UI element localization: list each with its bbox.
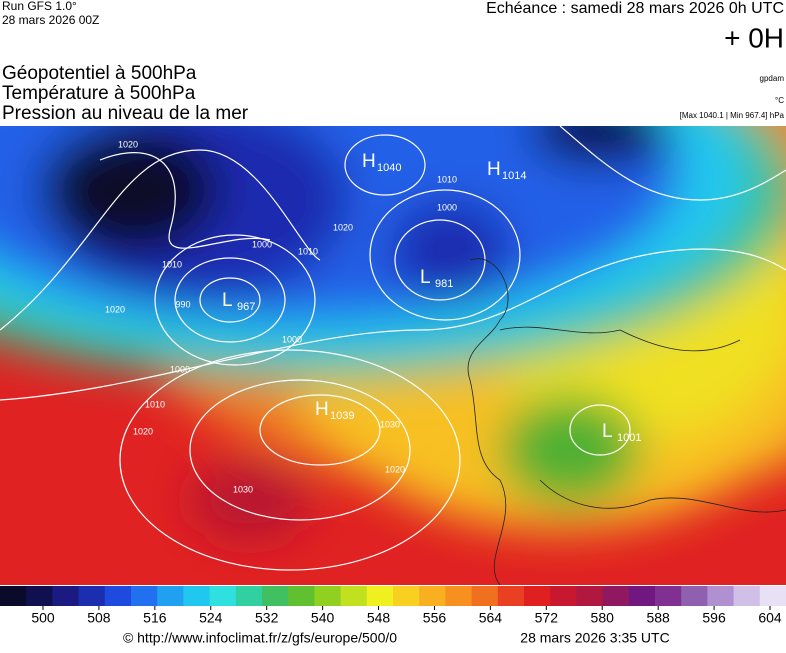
colorbar-swatch (26, 586, 53, 606)
pressure-center-letter: H (315, 399, 329, 420)
colorbar-swatch (52, 586, 80, 606)
isobars (0, 126, 786, 571)
field-title: Pression au niveau de la mer (2, 103, 249, 124)
colorbar-swatch (393, 586, 420, 606)
field-title: Géopotentiel à 500hPa (2, 63, 197, 84)
colorbar-tick-label: 596 (702, 610, 726, 626)
isobar-label: 1000 (170, 364, 190, 374)
isobar-label: 1010 (145, 399, 165, 409)
unit-label: °C (775, 96, 784, 105)
pressure-center-value: 1001 (617, 432, 641, 444)
isobar-label: 1020 (385, 464, 405, 474)
colorbar-swatch (707, 586, 735, 606)
source-url: © http://www.infoclimat.fr/z/gfs/europe/… (123, 630, 397, 646)
unit-label: [Max 1040.1 | Min 967.4] hPa (680, 111, 785, 120)
pressure-center-value: 981 (435, 278, 453, 290)
colorbar-swatch (183, 586, 211, 606)
colorbar-tick-label: 548 (367, 610, 391, 626)
pressure-center-letter: H (362, 151, 376, 172)
colorbar-swatch (681, 586, 708, 606)
colorbar-swatch (131, 586, 158, 606)
colorbar-swatch (471, 586, 499, 606)
colorbar-swatch (550, 586, 577, 606)
colorbar-swatch (524, 586, 551, 606)
colorbar-tick-label: 556 (423, 610, 447, 626)
run-label: Run GFS 1.0° (2, 0, 77, 13)
lead-time: + 0H (724, 22, 784, 53)
isobar-label: 1010 (437, 174, 457, 184)
colorbar-swatch (209, 586, 237, 606)
colorbar-swatch (288, 586, 315, 606)
colorbar: 500 508 516 524 532 540 548 556 564 572 580 588 596 6… (0, 586, 786, 626)
isobar-label: 1020 (105, 304, 125, 314)
isobar-label: 990 (175, 299, 190, 309)
isobar-label: 1010 (298, 246, 318, 256)
isobar-label: 1030 (233, 484, 253, 494)
field-title: Température à 500hPa (2, 83, 196, 104)
isobar-label: 1000 (252, 239, 272, 249)
run-date: 28 mars 2026 00Z (2, 13, 99, 27)
colorbar-tick-label: 580 (591, 610, 615, 626)
pressure-center-letter: H (487, 159, 501, 180)
colorbar-swatch (366, 586, 394, 606)
isobar-label: 1000 (437, 202, 457, 212)
colorbar-swatch (576, 586, 604, 606)
pressure-center-letter: L (420, 267, 431, 288)
pressure-center-value: 1014 (502, 170, 526, 182)
colorbar-swatch (733, 586, 761, 606)
isobar-label: 1020 (118, 139, 138, 149)
isobar-label: 1000 (282, 334, 302, 344)
creation-time: 28 mars 2026 3:35 UTC (520, 630, 669, 646)
colorbar-swatch (0, 586, 27, 606)
pressure-center-letter: L (602, 421, 613, 442)
colorbar-swatch (655, 586, 682, 606)
colorbar-tick-label: 604 (758, 610, 782, 626)
colorbar-swatch (262, 586, 289, 606)
pressure-center-value: 967 (237, 301, 255, 313)
colorbar-tick-label: 524 (199, 610, 223, 626)
colorbar-swatch (419, 586, 446, 606)
colorbar-tick-label: 564 (479, 610, 503, 626)
isobar-label: 1030 (380, 419, 400, 429)
colorbar-tick-label: 540 (311, 610, 335, 626)
colorbar-swatch (157, 586, 184, 606)
valid-time: Echéance : samedi 28 mars 2026 0h UTC (486, 0, 784, 17)
colorbar-swatch (78, 586, 106, 606)
colorbar-swatch (445, 586, 473, 606)
pressure-center-letter: L (222, 290, 233, 311)
isobar-label: 1020 (333, 222, 353, 232)
colorbar-tick-label: 572 (535, 610, 559, 626)
isobar-label: 1020 (133, 426, 153, 436)
pressure-center-value: 1040 (377, 162, 401, 174)
colorbar-swatch (602, 586, 630, 606)
colorbar-swatch (104, 586, 132, 606)
colorbar-swatch (235, 586, 263, 606)
isobar-label: 1010 (162, 259, 182, 269)
colorbar-tick-label: 508 (87, 610, 111, 626)
colorbar-swatch (497, 586, 525, 606)
colorbar-swatch (340, 586, 368, 606)
colorbar-tick-label: 532 (255, 610, 279, 626)
pressure-center-value: 1039 (330, 410, 354, 422)
unit-label: gpdam (760, 74, 785, 83)
colorbar-tick-label: 500 (31, 610, 55, 626)
colorbar-tick-label: 588 (646, 610, 670, 626)
colorbar-swatch (628, 586, 656, 606)
colorbar-tick-label: 516 (143, 610, 167, 626)
coastlines (467, 258, 786, 585)
colorbar-swatch (759, 586, 786, 606)
temperature-field (0, 126, 786, 540)
colorbar-swatch (314, 586, 342, 606)
